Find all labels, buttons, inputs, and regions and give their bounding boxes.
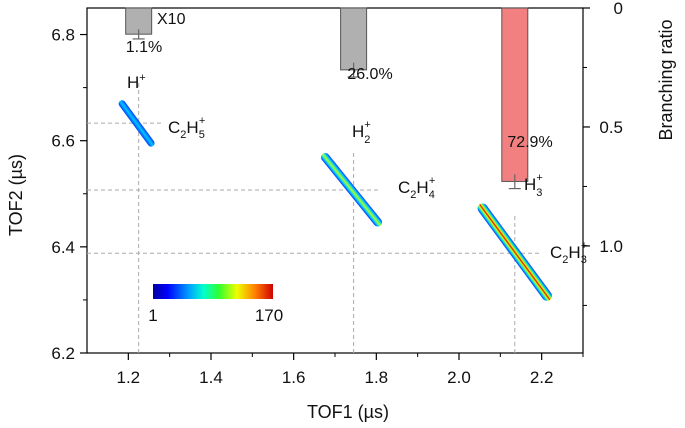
- x-tick-label: 2.0: [447, 368, 471, 387]
- ion-label-h3-plus: H3+: [524, 172, 543, 199]
- coincidence-islands: [118, 100, 552, 301]
- x-axis-ticks: 1.2 1.4 1.6 1.8 2.0 2.2: [117, 353, 584, 387]
- ion-label-c2h4-plus: C2H4+: [398, 175, 435, 201]
- x-tick-label: 1.6: [282, 368, 306, 387]
- colorbar: [153, 284, 273, 299]
- coincidence-island: [477, 203, 552, 301]
- bar-scale-note: X10: [157, 11, 186, 28]
- bar-label-h2-plus: 26.0%: [347, 66, 392, 83]
- y-axis-ticks: 6.2 6.4 6.6 6.8: [51, 26, 87, 363]
- x-tick-label: 1.8: [365, 368, 389, 387]
- y2-tick-label: 0.5: [599, 118, 623, 137]
- y2-tick-label: 0: [614, 0, 623, 18]
- ion-label-h-plus: H+: [127, 72, 146, 92]
- y2-axis-ticks: 0 0.5 1.0: [583, 0, 623, 306]
- branching-bars: [125, 7, 529, 190]
- ion-label-c2h5-plus: C2H5+: [168, 115, 205, 141]
- y-tick-label: 6.6: [51, 132, 75, 151]
- y-tick-label: 6.4: [51, 238, 75, 257]
- x-tick-label: 1.4: [199, 368, 223, 387]
- branching-bar: [501, 7, 529, 182]
- ion-label-c2h3-plus: C2H3+: [550, 240, 587, 266]
- x-axis-title: TOF1 (µs): [307, 402, 389, 422]
- x-tick-label: 2.2: [530, 368, 554, 387]
- y-axis-title: TOF2 (µs): [6, 154, 26, 236]
- y-tick-label: 6.2: [51, 344, 75, 363]
- colorbar-max-label: 170: [255, 306, 283, 325]
- bar-label-h3-plus: 72.9%: [507, 134, 552, 151]
- colorbar-min-label: 1: [148, 306, 157, 325]
- coincidence-island: [118, 100, 155, 147]
- y2-axis-title: Branching ratio: [656, 19, 676, 140]
- y-tick-label: 6.8: [51, 26, 75, 45]
- bar-label-h-plus: 1.1%: [126, 39, 162, 56]
- coincidence-island: [321, 153, 383, 227]
- ion-label-h2-plus: H2+: [352, 119, 371, 146]
- y2-tick-label: 1.0: [599, 237, 623, 256]
- x-tick-label: 1.2: [117, 368, 141, 387]
- branching-bar: [340, 7, 368, 71]
